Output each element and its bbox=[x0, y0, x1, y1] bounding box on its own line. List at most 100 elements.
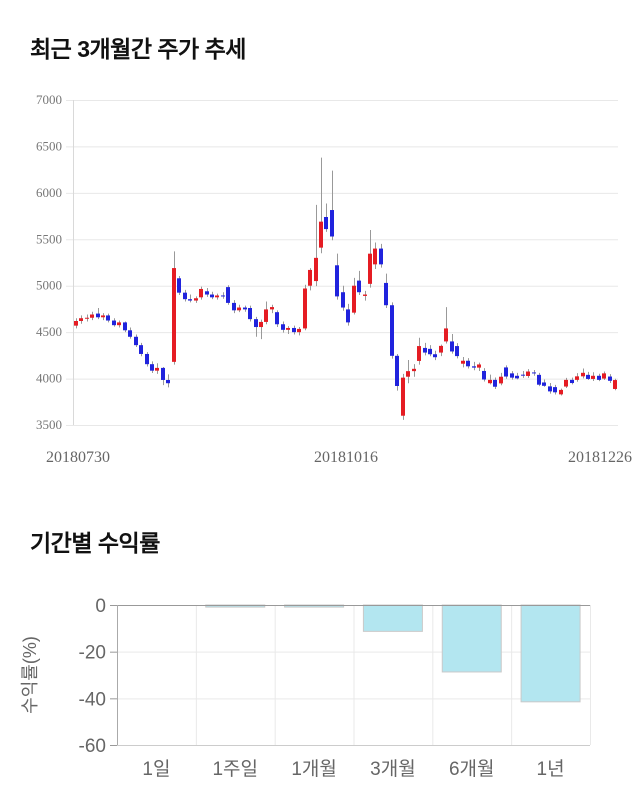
candle-body-down bbox=[161, 367, 165, 380]
returns-y-tick-label: -60 bbox=[79, 736, 106, 757]
candle-body-up bbox=[215, 295, 219, 298]
candle-body-down bbox=[188, 299, 192, 301]
price-chart-title: 최근 3개월간 주가 추세 bbox=[30, 36, 246, 62]
price-y-tick-label: 7000 bbox=[36, 92, 62, 107]
candle-body-down bbox=[226, 287, 230, 303]
candle-body-down bbox=[341, 292, 345, 308]
candle-body-up bbox=[526, 371, 530, 376]
candle-body-up bbox=[259, 321, 263, 328]
candle-body-up bbox=[319, 221, 323, 248]
candle-body-down bbox=[248, 308, 252, 320]
returns-category-label: 3개월 bbox=[370, 758, 416, 780]
candle-body-up bbox=[194, 298, 198, 301]
price-y-tick-label: 6500 bbox=[36, 138, 62, 153]
price-y-tick-label: 4500 bbox=[36, 324, 62, 339]
candle-body-up bbox=[314, 257, 318, 282]
candle-body-up bbox=[564, 379, 568, 387]
candle-body-up bbox=[101, 315, 105, 318]
candle-body-up bbox=[79, 318, 83, 321]
candle-body-down bbox=[515, 375, 519, 379]
candle-body-up bbox=[264, 309, 268, 322]
candle-body-down bbox=[139, 345, 143, 354]
candle-body-down bbox=[493, 379, 497, 387]
candle-body-up bbox=[352, 285, 356, 313]
candle-body-down bbox=[112, 320, 116, 326]
candle-body-up bbox=[117, 322, 121, 326]
candle-body-down bbox=[395, 355, 399, 386]
price-y-tick-label: 5500 bbox=[36, 231, 62, 246]
price-x-date-label: 20181016 bbox=[314, 449, 378, 466]
candle-body-up bbox=[613, 380, 617, 389]
candle-body-down bbox=[232, 302, 236, 311]
candle-body-down bbox=[482, 370, 486, 380]
returns-category-label: 1년 bbox=[537, 758, 565, 780]
candle-body-up bbox=[591, 375, 595, 379]
price-y-tick-label: 3500 bbox=[36, 417, 62, 432]
candle-body-down bbox=[466, 360, 470, 367]
returns-y-tick-label: 0 bbox=[95, 596, 106, 617]
candle-body-up bbox=[373, 248, 377, 265]
returns-category-label: 6개월 bbox=[449, 758, 495, 780]
candle-body-down bbox=[433, 354, 437, 358]
candle-body-down bbox=[570, 379, 574, 384]
candle-body-down bbox=[96, 313, 100, 318]
period-returns-bar-chart: 0 -20 -40 -60 1일 1주일 1개월 3개월 6개월 1년 수익률(%) bbox=[20, 596, 591, 780]
candle-body-up bbox=[417, 346, 421, 361]
candle-body-up bbox=[363, 294, 367, 296]
candle-body-down bbox=[455, 346, 459, 357]
candle-body-up bbox=[155, 367, 159, 371]
returns-y-tick-label: -40 bbox=[79, 689, 106, 710]
candle-body-down bbox=[106, 315, 110, 321]
candle-body-down bbox=[346, 309, 350, 323]
candle-body-up bbox=[412, 368, 416, 372]
candle-body-down bbox=[379, 248, 383, 265]
candle-body-up bbox=[286, 327, 290, 330]
candle-body-down bbox=[183, 292, 187, 300]
candle-body-up bbox=[90, 314, 94, 318]
candle-body-up bbox=[559, 389, 563, 395]
candle-body-up bbox=[172, 268, 176, 362]
candle-body-down bbox=[275, 312, 279, 325]
returns-category-label: 1주일 bbox=[212, 758, 258, 780]
candle-body-down bbox=[608, 376, 612, 381]
candle-body-up bbox=[488, 379, 492, 384]
price-y-tick-label: 5000 bbox=[36, 278, 62, 293]
candle-body-down bbox=[243, 307, 247, 310]
candle-body-down bbox=[428, 348, 432, 355]
candle-body-up bbox=[199, 288, 203, 298]
candle-body-up bbox=[461, 360, 465, 364]
candle-body-up bbox=[499, 376, 503, 384]
candle-body-down bbox=[384, 282, 388, 306]
price-x-date-label: 20180730 bbox=[46, 449, 110, 466]
candle-body-up bbox=[85, 317, 89, 319]
price-y-tick-label: 4000 bbox=[36, 371, 62, 386]
candle-body-down bbox=[134, 336, 138, 346]
candle-body-down bbox=[324, 217, 328, 230]
candle-body-up bbox=[74, 321, 78, 326]
candle-body-down bbox=[145, 353, 149, 365]
candle-body-down bbox=[330, 210, 334, 237]
candle-body-down bbox=[177, 278, 181, 293]
price-y-tick-label: 6000 bbox=[36, 185, 62, 200]
candle-body-down bbox=[254, 319, 258, 328]
price-candlestick-chart: 7000 6500 6000 5500 5000 4500 4000 3500 20180730… bbox=[36, 92, 632, 466]
candle-body-down bbox=[423, 347, 427, 353]
candle-body-down bbox=[504, 367, 508, 377]
candle-body-down bbox=[357, 280, 361, 293]
candle-body-up bbox=[308, 269, 312, 286]
candle-body-down bbox=[221, 295, 225, 297]
candle-body-down bbox=[150, 364, 154, 371]
candle-body-down bbox=[281, 324, 285, 330]
candle-body-down bbox=[472, 366, 476, 368]
candle-body-down bbox=[521, 374, 525, 376]
candle-body-down bbox=[597, 375, 601, 380]
candle-body-down bbox=[510, 373, 514, 378]
candle-body-up bbox=[602, 373, 606, 379]
returns-chart-title: 기간별 수익률 bbox=[30, 530, 160, 556]
candle-body-down bbox=[586, 374, 590, 379]
returns-category-label: 1일 bbox=[142, 758, 170, 780]
candle-body-up bbox=[444, 328, 448, 342]
candle-body-down bbox=[292, 327, 296, 333]
candle-body-up bbox=[401, 377, 405, 416]
candle-body-down bbox=[335, 265, 339, 297]
